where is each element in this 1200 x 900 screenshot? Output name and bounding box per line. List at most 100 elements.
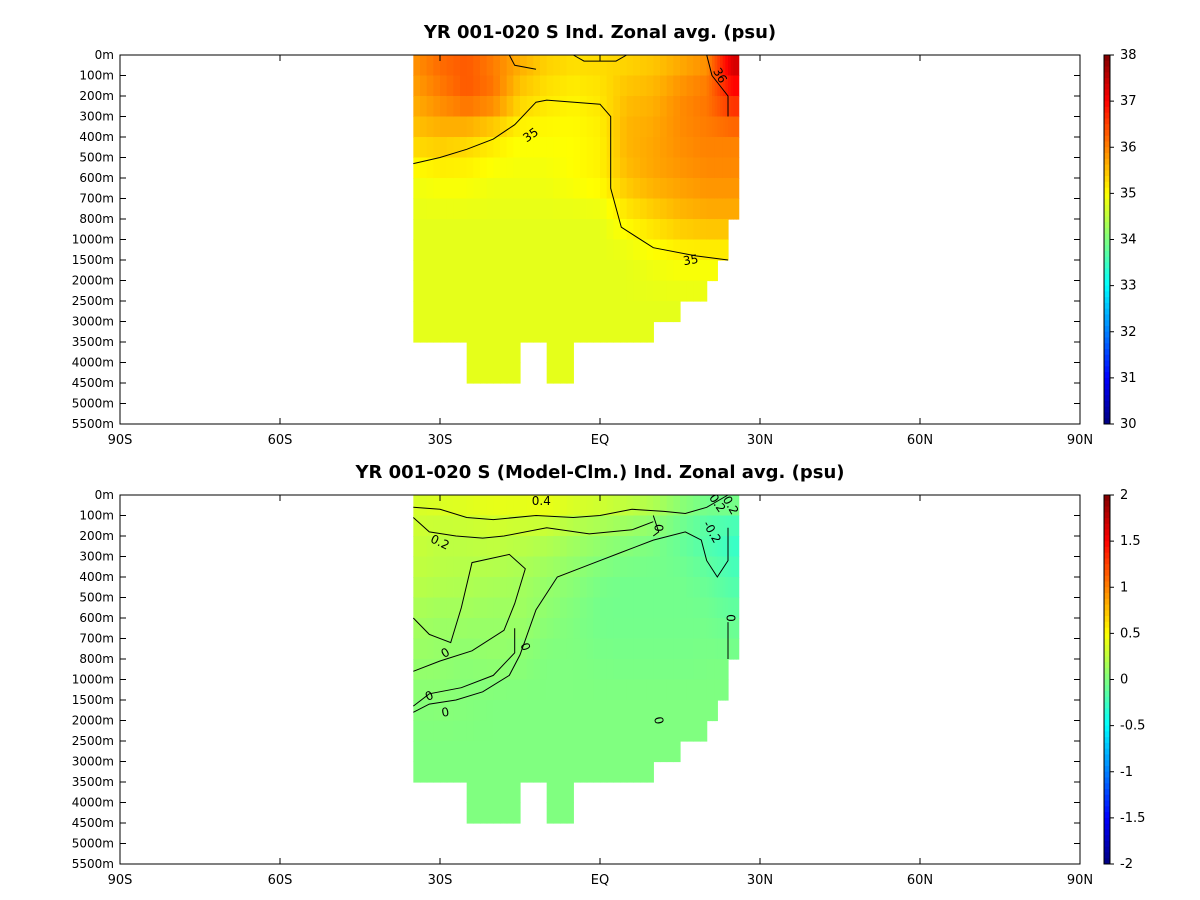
field-cell [573,618,581,640]
field-cell [560,157,568,179]
field-cell [560,597,568,619]
field-cell [506,219,514,241]
field-cell [520,495,528,517]
field-cell [693,260,701,282]
field-cell [586,280,594,302]
field-cell [580,219,588,241]
field-cell [613,720,621,742]
field-cell [533,280,541,302]
field-cell [460,659,468,681]
field-cell [560,618,568,640]
field-cell [613,495,621,517]
field-cell [426,137,434,159]
field-cell [500,556,508,578]
field-cell [433,618,441,640]
field-cell [736,178,740,200]
field-cell [714,75,718,97]
colorbar-cell [1104,343,1110,350]
field-cell [526,597,534,619]
field-cell [733,55,737,77]
field-cell [728,495,732,517]
field-cell [722,577,726,599]
field-cell [600,321,608,343]
field-cell [573,679,581,701]
colorbar-cell [1104,389,1110,396]
field-cell [506,577,514,599]
field-cell [620,659,628,681]
field-cell [580,495,588,517]
field-cell [640,679,648,701]
field-cell [709,55,713,77]
field-cell [426,178,434,200]
field-cell [506,137,514,159]
field-cell [580,618,588,640]
field-cell [560,280,568,302]
field-cell [520,659,528,681]
field-cell [506,198,514,220]
field-cell [560,362,568,384]
y-tick-label: 800m [79,212,114,226]
field-cell [580,321,588,343]
field-cell [466,802,474,824]
field-cell [546,137,554,159]
contour-label: 0.4 [532,494,551,508]
field-cell [473,659,481,681]
field-cell [480,597,488,619]
field-cell [426,301,434,323]
field-cell [640,75,648,97]
field-cell [693,280,701,302]
field-cell [606,321,614,343]
field-cell [466,577,474,599]
field-cell [460,741,468,763]
field-cell [640,577,648,599]
colorbar-cell [1104,639,1110,646]
field-cell [730,638,734,660]
field-cell [646,577,654,599]
field-cell [466,239,474,261]
field-cell [700,679,708,701]
field-cell [725,137,729,159]
field-cell [480,342,488,364]
field-cell [526,116,534,138]
field-cell [673,515,681,537]
x-tick-label: 30S [428,873,453,888]
field-cell [533,321,541,343]
field-cell [526,301,534,323]
field-cell [533,659,541,681]
field-cell [513,782,521,804]
field-cell [673,137,681,159]
field-cell [700,96,708,118]
field-cell [560,577,568,599]
field-cell [560,720,568,742]
field-cell [566,96,574,118]
field-cell [673,198,681,220]
field-cell [613,679,621,701]
field-cell [553,741,561,763]
field-cell [680,720,688,742]
field-cell [513,178,521,200]
colorbar-cell [1104,673,1110,680]
colorbar-cell [1104,621,1110,629]
field-cell [728,515,732,537]
field-cell [446,239,454,261]
field-cell [553,55,561,77]
field-cell [686,260,694,282]
colorbar-tick-label: 30 [1120,417,1137,432]
colorbar-cell [1104,129,1110,137]
field-cell [680,96,688,118]
field-cell [520,55,528,77]
field-cell [446,178,454,200]
field-cell [446,75,454,97]
field-cell [593,720,601,742]
field-cell [566,720,574,742]
field-cell [736,137,740,159]
field-cell [693,515,701,537]
field-cell [653,495,661,517]
field-cell [700,137,708,159]
field-cell [506,495,514,517]
field-cell [725,495,729,517]
field-cell [453,239,461,261]
field-cell [513,638,521,660]
field-cell [506,536,514,558]
field-cell [714,536,718,558]
